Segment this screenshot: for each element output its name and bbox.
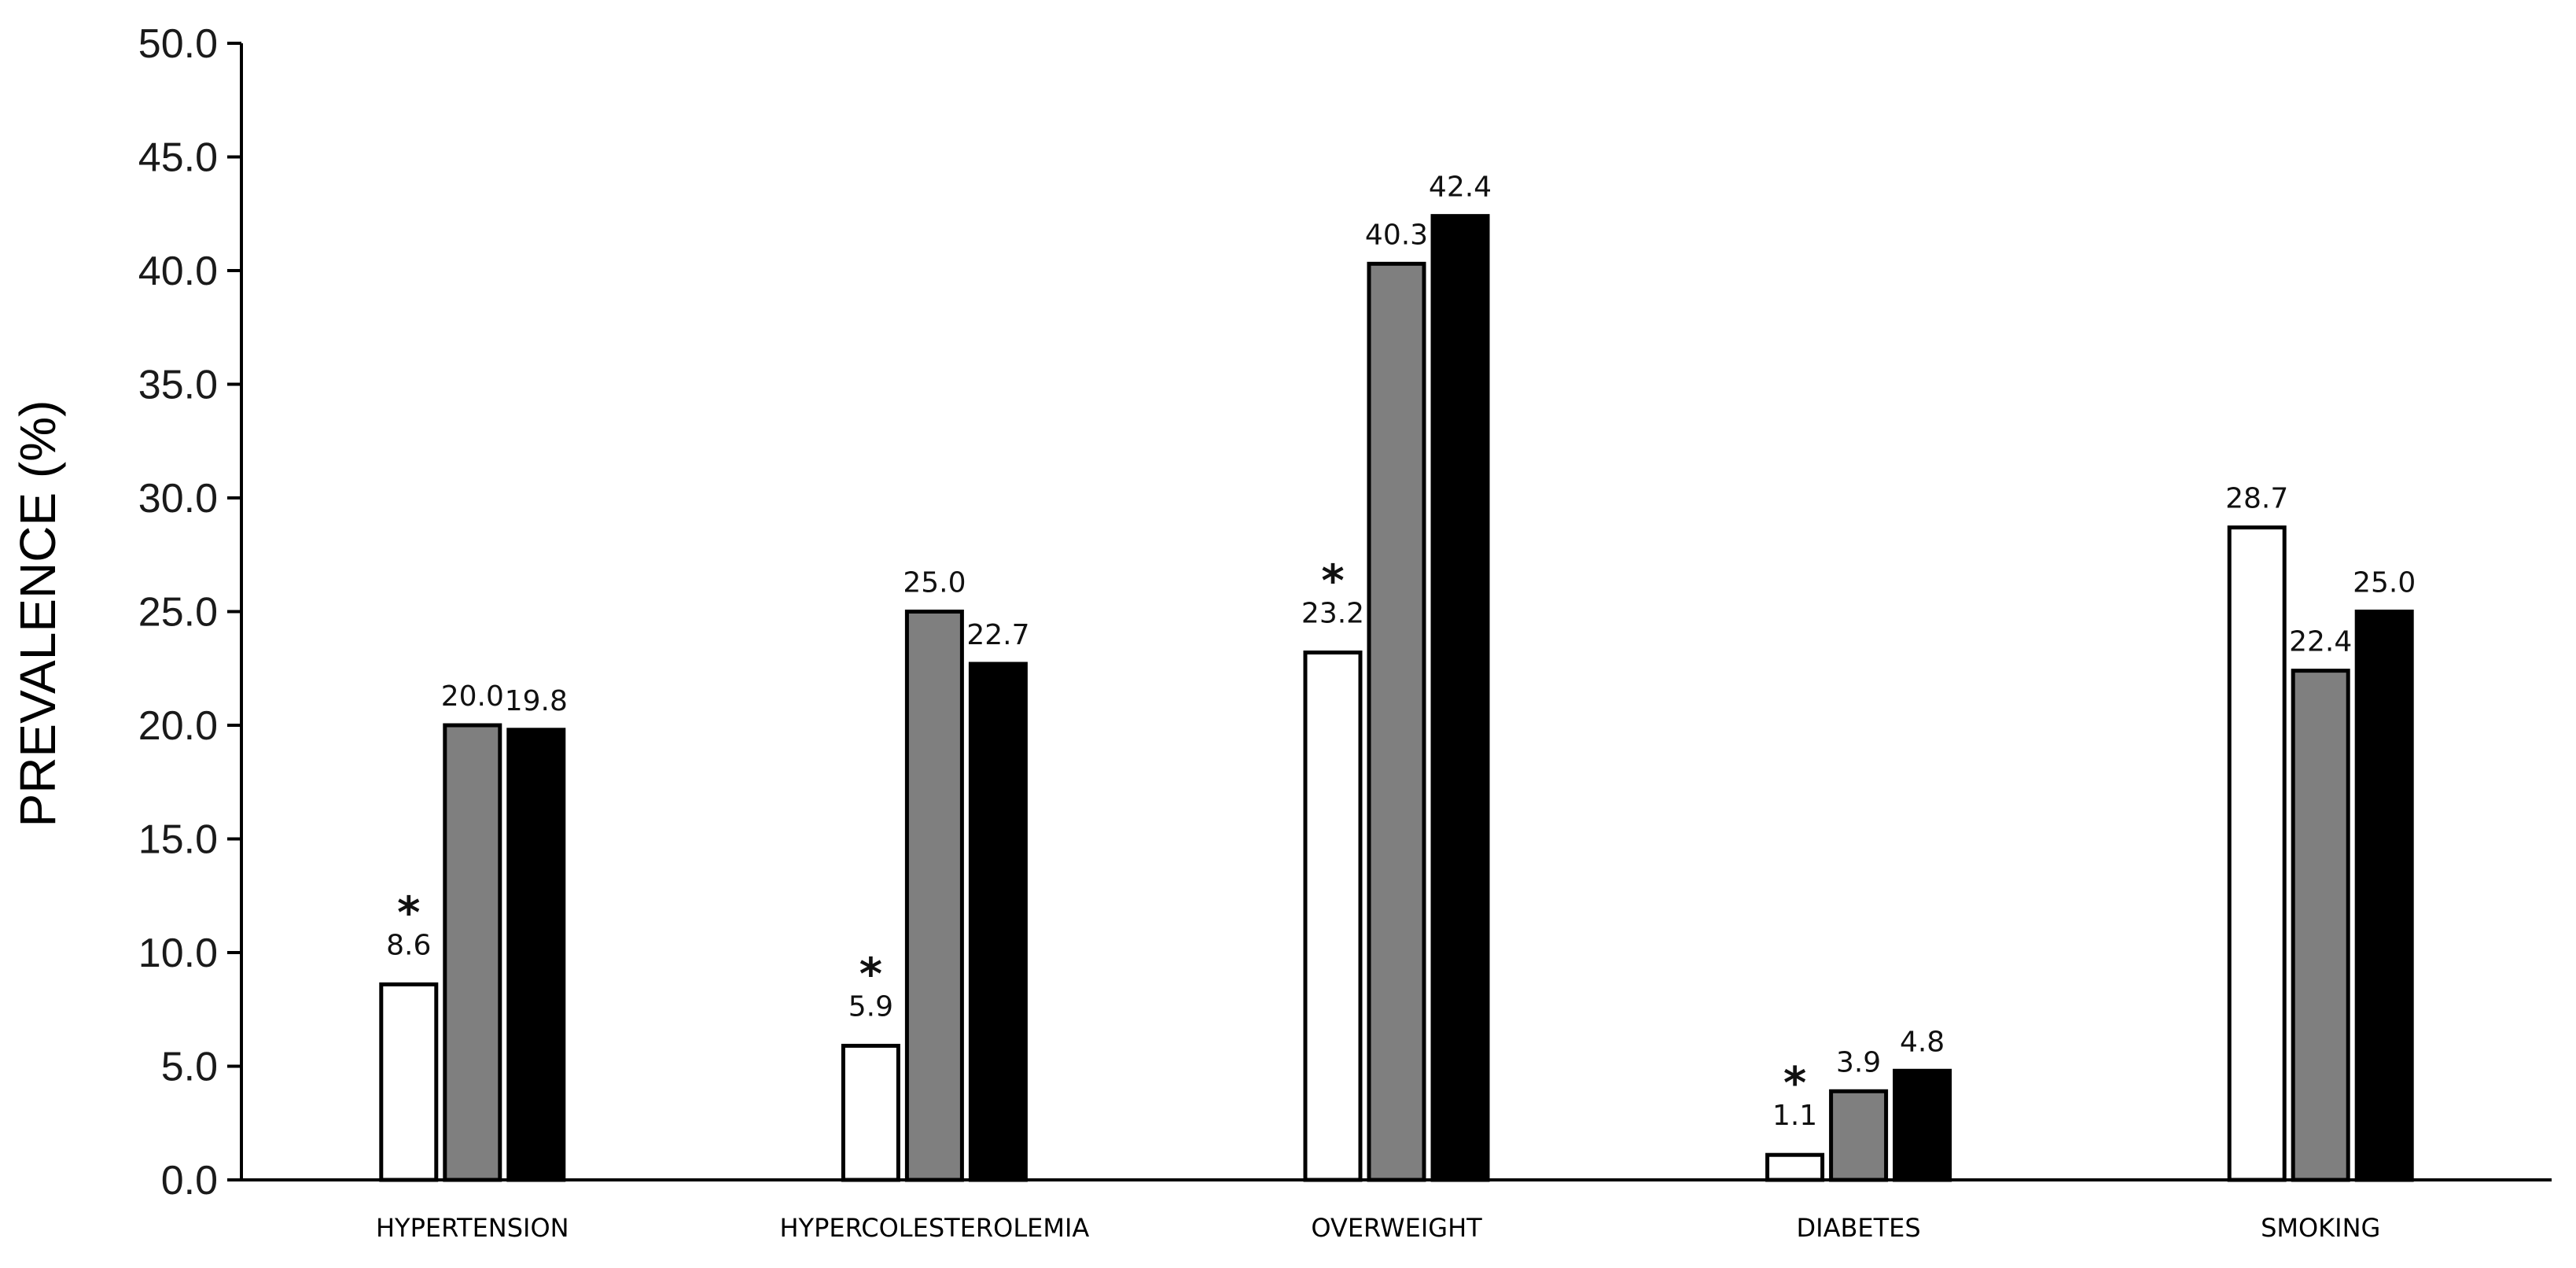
data-label: 4.8 xyxy=(1900,1026,1945,1058)
bar xyxy=(1303,651,1363,1182)
data-label: 20.0 xyxy=(441,680,504,713)
data-label: 8.6 xyxy=(386,929,431,961)
bar xyxy=(2354,610,2414,1182)
bar xyxy=(506,728,566,1182)
bar xyxy=(2291,669,2350,1182)
y-tick-label: 40.0 xyxy=(138,249,218,294)
data-label: 19.8 xyxy=(505,685,568,717)
data-label: 28.7 xyxy=(2225,483,2288,515)
bar xyxy=(1430,214,1490,1182)
y-tick-label: 50.0 xyxy=(138,21,218,67)
y-tick-label: 15.0 xyxy=(138,817,218,863)
category-label: OVERWEIGHT xyxy=(1311,1213,1482,1243)
category-label: DIABETES xyxy=(1796,1213,1920,1243)
y-axis-ticks: 0.0 5.0 10.0 15.0 20.0 25.0 30.0 35.0 40.0 45.0 50… xyxy=(138,21,241,1203)
y-tick-label: 30.0 xyxy=(138,476,218,522)
bar xyxy=(1367,261,1426,1182)
y-tick-label: 10.0 xyxy=(138,931,218,976)
bar xyxy=(1893,1068,1952,1182)
data-labels: 8.6*20.0 19.85.9*25.022.723.2*40.342.41.1… xyxy=(386,171,2416,1133)
significance-marker: * xyxy=(397,887,420,938)
bar xyxy=(968,662,1028,1182)
data-label: 22.7 xyxy=(966,619,1029,651)
y-axis-title: PREVALENCE (%) xyxy=(9,400,66,828)
data-label: 25.0 xyxy=(903,567,966,599)
category-label: HYPERCOLESTEROLEMIA xyxy=(779,1213,1089,1243)
data-label: 40.3 xyxy=(1365,219,1428,251)
y-tick-label: 45.0 xyxy=(138,135,218,181)
y-tick-label: 0.0 xyxy=(161,1158,218,1203)
y-tick-label: 20.0 xyxy=(138,703,218,749)
bar xyxy=(443,723,502,1182)
bar xyxy=(904,610,964,1182)
category-labels: HYPERTENSION HYPERCOLESTEROLEMIA OVERWEIGH… xyxy=(376,1213,2380,1243)
data-label: 22.4 xyxy=(2289,626,2352,658)
data-label: 1.1 xyxy=(1772,1100,1817,1132)
bars xyxy=(379,214,2414,1182)
significance-marker: * xyxy=(1321,556,1344,607)
y-tick-label: 5.0 xyxy=(161,1045,218,1090)
significance-marker: * xyxy=(859,949,882,1000)
axes xyxy=(240,43,2552,1181)
bar xyxy=(1765,1152,1825,1182)
data-label: 25.0 xyxy=(2353,567,2416,599)
category-label: HYPERTENSION xyxy=(376,1213,569,1243)
data-label: 42.4 xyxy=(1429,171,1492,204)
data-label: 23.2 xyxy=(1301,598,1364,630)
data-label: 5.9 xyxy=(848,990,893,1023)
significance-marker: * xyxy=(1783,1058,1806,1109)
bar xyxy=(841,1043,900,1182)
data-label: 3.9 xyxy=(1836,1046,1881,1078)
bar xyxy=(2227,525,2287,1182)
y-tick-label: 35.0 xyxy=(138,363,218,408)
y-tick-label: 25.0 xyxy=(138,590,218,636)
bar xyxy=(1829,1089,1889,1182)
category-label: SMOKING xyxy=(2261,1213,2380,1243)
bar xyxy=(379,982,439,1182)
